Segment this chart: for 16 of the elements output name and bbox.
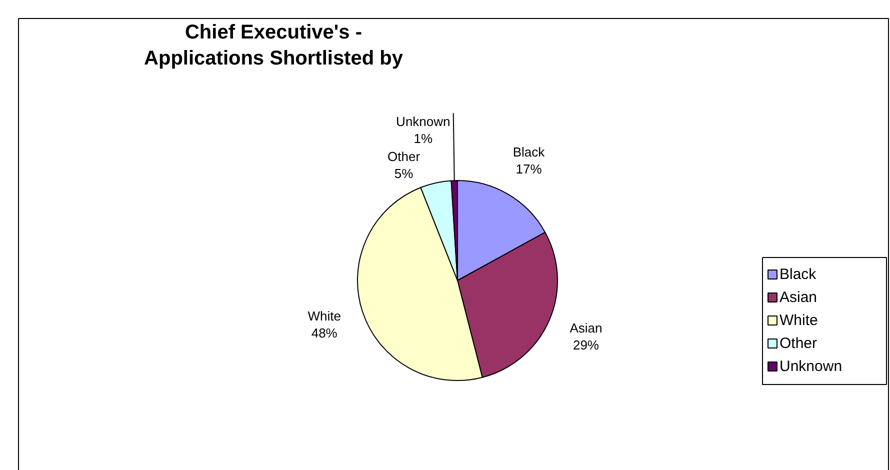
data-label: 29% [572,338,600,353]
slice-label: Unknown [396,114,450,129]
slice-label: Other [388,148,421,164]
data-label: 48% [311,325,338,340]
legend-label: Asian [780,289,818,306]
data-label: 17% [516,161,542,176]
legend-label: Other [780,335,818,352]
legend-label: Unknown [780,358,842,375]
chart-title: Chief Executive's - Applications Shortlisted by [144,22,404,70]
slice-label: White [308,308,341,324]
data-label: 1% [414,130,433,146]
slice-label: Asian [570,320,602,336]
data-label: 5% [394,166,414,181]
slice-label: Black [512,144,546,160]
legend-label: White [780,312,818,329]
legend-label: Black [780,266,817,283]
